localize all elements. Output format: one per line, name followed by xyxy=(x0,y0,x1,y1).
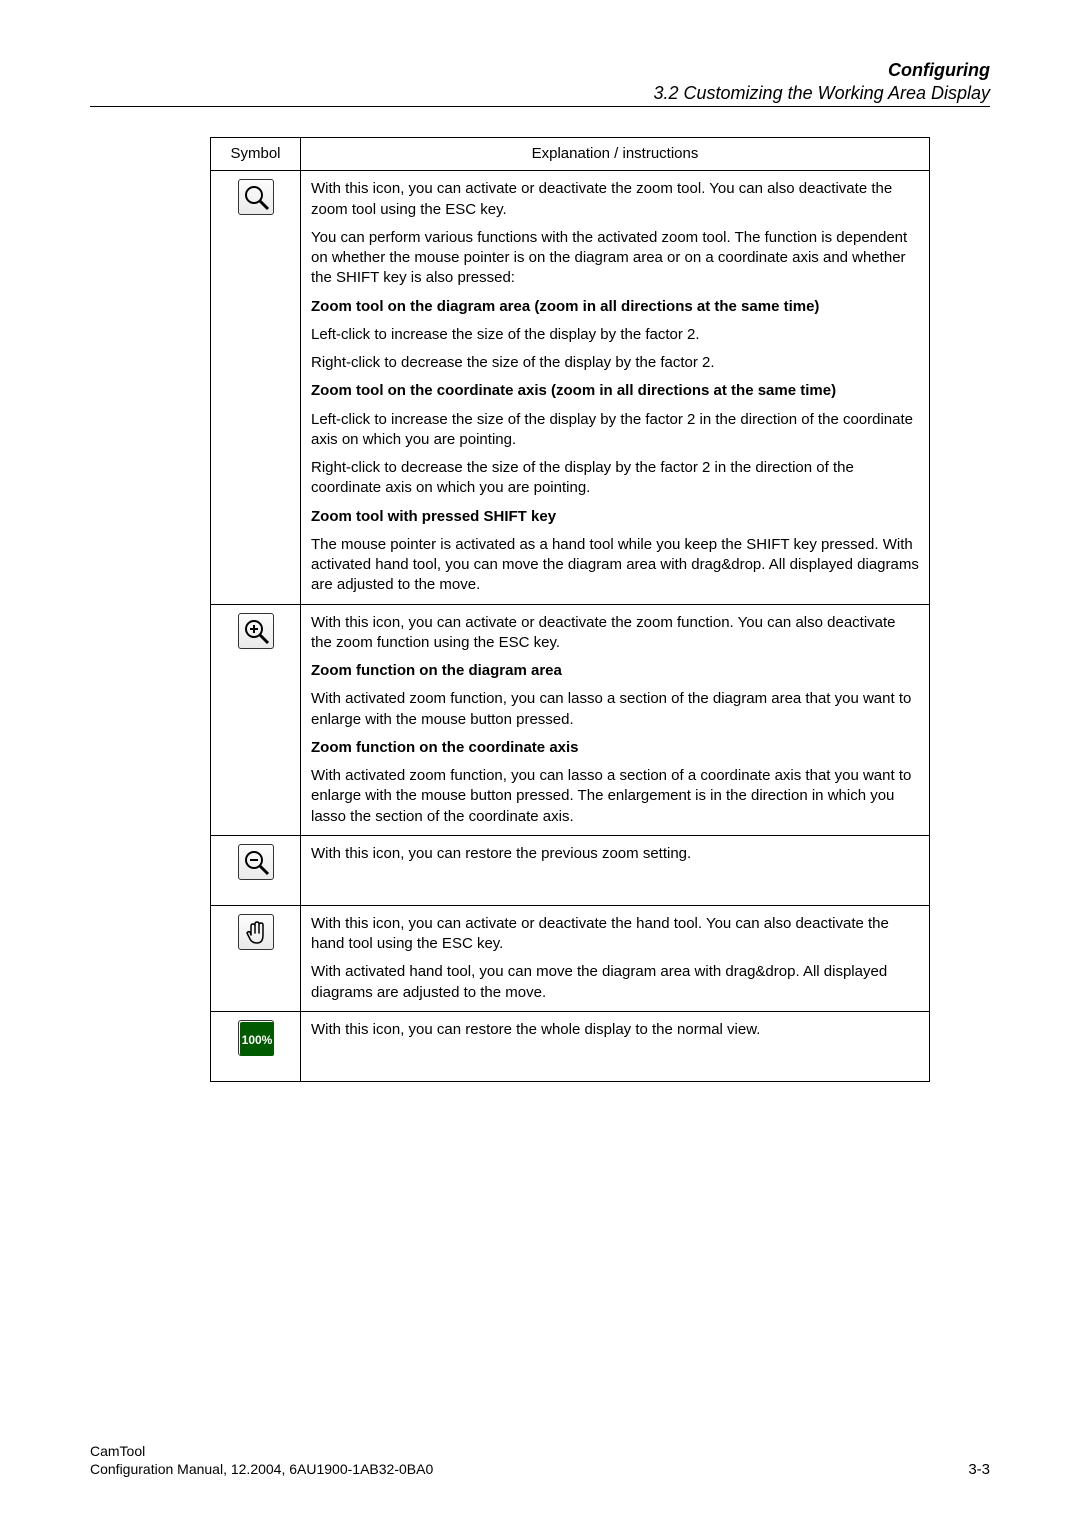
para-heading: Zoom function on the diagram area xyxy=(311,661,919,681)
para: With this icon, you can restore the prev… xyxy=(311,844,919,864)
header-subtitle: 3.2 Customizing the Working Area Display xyxy=(90,83,990,104)
table-header-row: Symbol Explanation / instructions xyxy=(211,138,930,171)
para: With activated zoom function, you can la… xyxy=(311,766,919,827)
para: You can perform various functions with t… xyxy=(311,228,919,289)
instructions-table: Symbol Explanation / instructions With t… xyxy=(210,137,930,1082)
table-row: With this icon, you can activate or deac… xyxy=(211,604,930,835)
page-footer: CamTool Configuration Manual, 12.2004, 6… xyxy=(90,1442,990,1478)
symbol-cell: 100% xyxy=(211,1011,301,1081)
table-row: With this icon, you can activate or deac… xyxy=(211,171,930,604)
zoom-out-icon xyxy=(238,844,274,880)
para-heading: Zoom function on the coordinate axis xyxy=(311,738,919,758)
header-title: Configuring xyxy=(90,60,990,81)
para-heading: Zoom tool with pressed SHIFT key xyxy=(311,507,919,527)
para-heading: Zoom tool on the diagram area (zoom in a… xyxy=(311,297,919,317)
footer-product: CamTool xyxy=(90,1442,433,1460)
page-header: Configuring 3.2 Customizing the Working … xyxy=(90,60,990,107)
explanation-cell: With this icon, you can restore the whol… xyxy=(301,1011,930,1081)
footer-left: CamTool Configuration Manual, 12.2004, 6… xyxy=(90,1442,433,1478)
zoom-100-icon: 100% xyxy=(238,1020,274,1056)
explanation-cell: With this icon, you can restore the prev… xyxy=(301,835,930,905)
para: The mouse pointer is activated as a hand… xyxy=(311,535,919,596)
para: Right-click to decrease the size of the … xyxy=(311,458,919,499)
para-heading: Zoom tool on the coordinate axis (zoom i… xyxy=(311,381,919,401)
table-row: With this icon, you can restore the prev… xyxy=(211,835,930,905)
symbol-cell xyxy=(211,171,301,604)
para: With activated zoom function, you can la… xyxy=(311,689,919,730)
para: With this icon, you can restore the whol… xyxy=(311,1020,919,1040)
hand-tool-icon xyxy=(238,914,274,950)
footer-docinfo: Configuration Manual, 12.2004, 6AU1900-1… xyxy=(90,1460,433,1478)
explanation-cell: With this icon, you can activate or deac… xyxy=(301,171,930,604)
para: Left-click to increase the size of the d… xyxy=(311,410,919,451)
symbol-cell xyxy=(211,835,301,905)
explanation-cell: With this icon, you can activate or deac… xyxy=(301,604,930,835)
table-row: 100% With this icon, you can restore the… xyxy=(211,1011,930,1081)
explanation-cell: With this icon, you can activate or deac… xyxy=(301,905,930,1011)
col-explanation: Explanation / instructions xyxy=(301,138,930,171)
zoom-tool-icon xyxy=(238,179,274,215)
para: With activated hand tool, you can move t… xyxy=(311,962,919,1003)
para: Left-click to increase the size of the d… xyxy=(311,325,919,345)
para: With this icon, you can activate or deac… xyxy=(311,179,919,220)
symbol-cell xyxy=(211,905,301,1011)
col-symbol: Symbol xyxy=(211,138,301,171)
symbol-cell xyxy=(211,604,301,835)
table-row: With this icon, you can activate or deac… xyxy=(211,905,930,1011)
zoom-in-icon xyxy=(238,613,274,649)
para: With this icon, you can activate or deac… xyxy=(311,613,919,654)
para: With this icon, you can activate or deac… xyxy=(311,914,919,955)
footer-page-number: 3-3 xyxy=(968,1461,990,1478)
para: Right-click to decrease the size of the … xyxy=(311,353,919,373)
svg-text:100%: 100% xyxy=(241,1033,272,1047)
